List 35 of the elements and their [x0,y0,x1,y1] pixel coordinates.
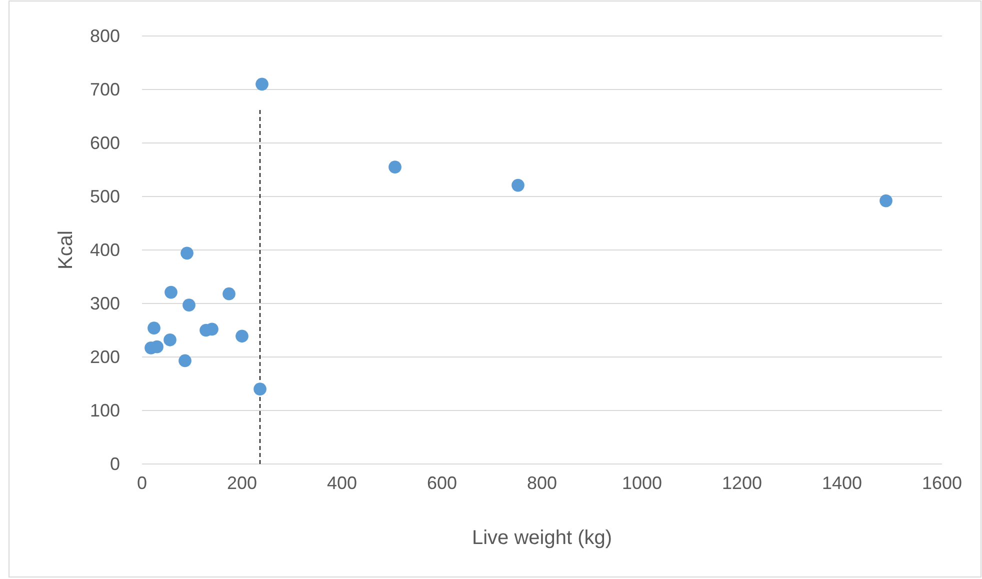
y-axis-title: Kcal [55,230,77,270]
point [256,78,268,91]
point [512,178,524,192]
y-tick-label: 100 [90,400,120,420]
point [164,286,178,299]
point [180,246,194,260]
x-axis-title: Live weight (kg) [472,527,612,549]
x-tick-label: 1000 [622,472,662,493]
point [178,354,192,368]
x-tick-label: 600 [426,472,458,493]
point [388,160,402,174]
point [206,322,218,336]
y-tick-label: 400 [90,240,120,260]
y-tick-label: 800 [90,26,120,46]
y-tick-label: 0 [110,454,120,474]
x-tick-label: 1200 [722,472,762,493]
y-tick-label: 700 [90,79,120,100]
x-tick-label: 1400 [822,472,862,493]
x-tick-label: 800 [526,472,558,493]
point [148,322,160,335]
y-tick-label: 300 [90,293,120,314]
x-tick-label: 0 [136,472,148,493]
point [150,340,164,354]
x-tick-label: 1600 [922,472,962,493]
x-tick-label: 400 [326,472,358,493]
y-tick-label: 500 [90,186,120,206]
point [222,287,236,300]
y-tick-label: 200 [90,346,120,367]
point [880,194,892,208]
point [254,382,266,396]
point [236,330,248,343]
point [182,298,196,312]
x-tick-label: 200 [226,472,258,493]
point [164,333,176,346]
y-tick-label: 600 [90,132,120,153]
